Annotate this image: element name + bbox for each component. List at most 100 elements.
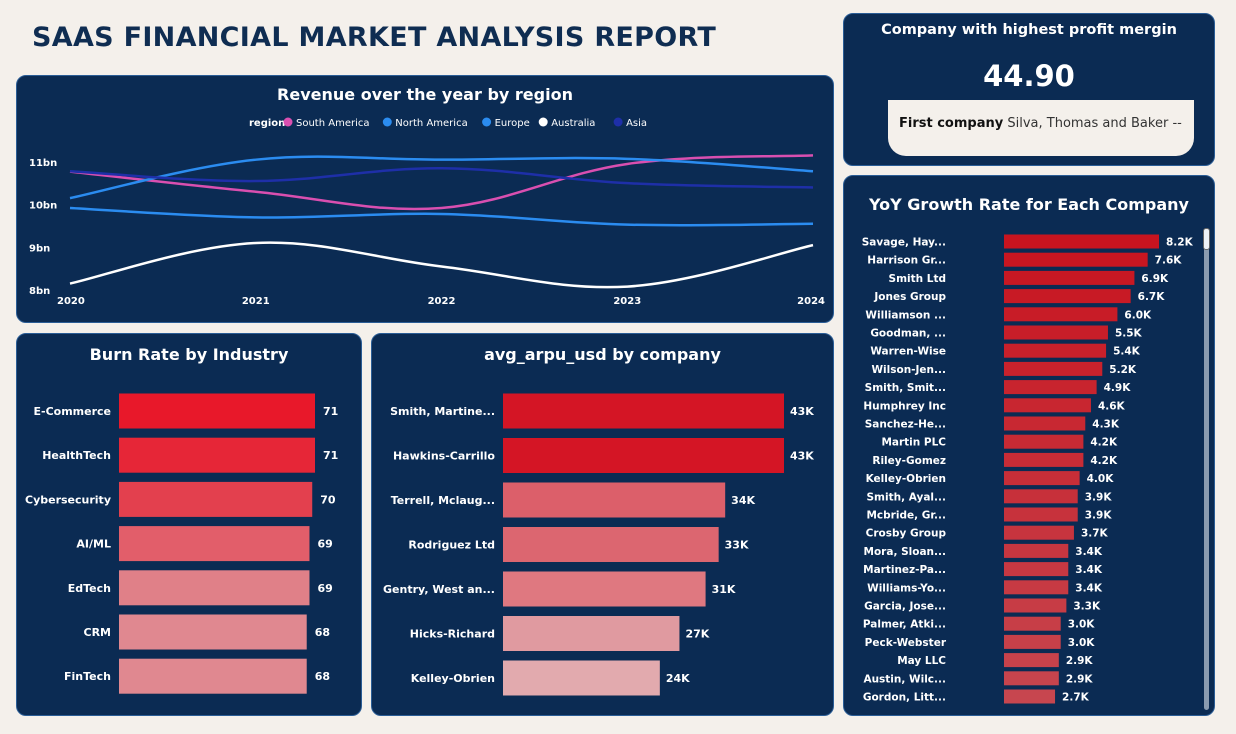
data-label: 68: [315, 626, 330, 639]
bar: [1004, 525, 1074, 540]
bar: [119, 437, 315, 473]
y-tick-label: 10bn: [29, 201, 57, 212]
series-line-north-america: [69, 155, 814, 200]
category-label: Austin, Wilc...: [863, 673, 946, 685]
data-label: 34K: [731, 494, 755, 507]
category-label: Humphrey Inc: [863, 400, 946, 412]
yoy-scrollbar-thumb[interactable]: [1203, 228, 1210, 250]
bar: [1004, 580, 1069, 595]
category-label: Cybersecurity: [25, 493, 111, 506]
data-label: 3.9K: [1085, 491, 1113, 503]
category-label: E-Commerce: [34, 405, 112, 418]
legend-label-asia: Asia: [626, 118, 647, 129]
category-label: Smith, Smit...: [865, 382, 946, 394]
first-company-value: Silva, Thomas and Baker --: [1007, 116, 1182, 131]
category-label: Kelley-Obrien: [411, 672, 495, 685]
bar: [1004, 252, 1148, 267]
category-label: Savage, Hay...: [862, 237, 946, 249]
category-label: Jones Group: [873, 291, 946, 303]
category-label: AI/ML: [76, 538, 111, 551]
legend-label-north-america: North America: [395, 118, 467, 129]
bar: [503, 571, 706, 607]
bar: [1004, 398, 1091, 413]
kpi-value: 44.90: [983, 59, 1075, 93]
category-label: HealthTech: [42, 449, 111, 462]
data-label: 3.0K: [1068, 637, 1096, 649]
bar: [119, 614, 307, 650]
bar: [119, 658, 307, 694]
bar: [1004, 234, 1159, 249]
bar: [1004, 325, 1108, 340]
yoy-growth-chart-card: YoY Growth Rate for Each Company Savage,…: [843, 175, 1215, 716]
data-label: 4.3K: [1092, 419, 1120, 431]
data-label: 3.3K: [1073, 601, 1101, 613]
category-label: Hawkins-Carrillo: [393, 450, 495, 463]
category-label: May LLC: [897, 655, 946, 667]
bar: [119, 570, 310, 606]
arpu-bar-chart: Smith, Martine... 43K Hawkins-Carrillo 43K T…: [383, 393, 814, 696]
category-label: Crosby Group: [866, 528, 947, 540]
category-label: Rodriguez Ltd: [408, 539, 495, 552]
bar: [1004, 434, 1084, 449]
x-tick-label: 2023: [613, 296, 641, 307]
category-label: Garcia, Jose...: [864, 601, 946, 613]
legend-marker-europe: [482, 117, 492, 127]
series-line-south-america: [69, 154, 814, 211]
bar: [1004, 416, 1086, 431]
y-tick-label: 8bn: [29, 286, 50, 297]
category-label: Williams-Yo...: [867, 582, 946, 594]
bar: [1004, 380, 1097, 395]
bar: [1004, 489, 1078, 504]
category-label: Martinez-Pa...: [863, 564, 946, 576]
bar: [1004, 452, 1084, 467]
legend-marker-asia: [613, 117, 623, 127]
data-label: 31K: [712, 583, 736, 596]
burn-rate-chart-card: Burn Rate by Industry E-Commerce 71 Health…: [16, 333, 362, 716]
category-label: Peck-Webster: [865, 637, 947, 649]
legend-label-australia: Australia: [551, 118, 595, 129]
data-label: 3.4K: [1075, 582, 1103, 594]
legend-label-europe: Europe: [495, 118, 530, 129]
bar: [1004, 289, 1131, 304]
category-label: Terrell, Mclaug...: [391, 494, 495, 507]
data-label: 6.0K: [1124, 309, 1152, 321]
legend-marker-australia: [538, 117, 548, 127]
bar: [1004, 671, 1059, 686]
data-label: 5.2K: [1109, 364, 1137, 376]
bar: [503, 616, 680, 651]
bar: [503, 438, 784, 473]
arpu-chart-title: avg_arpu_usd by company: [484, 345, 721, 364]
data-label: 71: [323, 449, 338, 462]
category-label: CRM: [84, 626, 112, 639]
bar: [1004, 562, 1069, 577]
bar: [1004, 471, 1080, 486]
bar: [503, 660, 660, 696]
category-label: EdTech: [68, 582, 111, 595]
category-label: Goodman, ...: [870, 328, 946, 340]
data-label: 69: [317, 538, 332, 551]
data-label: 43K: [790, 450, 814, 463]
data-label: 2.7K: [1062, 692, 1090, 704]
revenue-line-chart: region South America North America Europe Au…: [29, 117, 825, 307]
yoy-scrollbar-track[interactable]: [1204, 228, 1209, 710]
series-line-asia: [69, 166, 814, 189]
series-line-europe: [69, 206, 814, 227]
data-label: 4.6K: [1098, 400, 1126, 412]
data-label: 5.4K: [1113, 346, 1141, 358]
kpi-title: Company with highest profit mergin: [881, 22, 1177, 38]
data-label: 8.2K: [1166, 237, 1194, 249]
bar: [1004, 689, 1056, 704]
yoy-chart-title: YoY Growth Rate for Each Company: [869, 195, 1189, 214]
category-label: Smith, Ayal...: [867, 491, 947, 503]
bar: [1004, 270, 1135, 285]
data-label: 6.9K: [1141, 273, 1169, 285]
data-label: 7.6K: [1155, 255, 1183, 267]
data-label: 2.9K: [1066, 655, 1094, 667]
data-label: 3.0K: [1068, 619, 1096, 631]
category-label: Mora, Sloan...: [864, 546, 946, 558]
data-label: 3.9K: [1085, 510, 1113, 522]
data-label: 33K: [725, 539, 749, 552]
x-tick-label: 2024: [797, 296, 825, 307]
category-label: Warren-Wise: [870, 346, 946, 358]
category-label: Gentry, West an...: [383, 583, 495, 596]
